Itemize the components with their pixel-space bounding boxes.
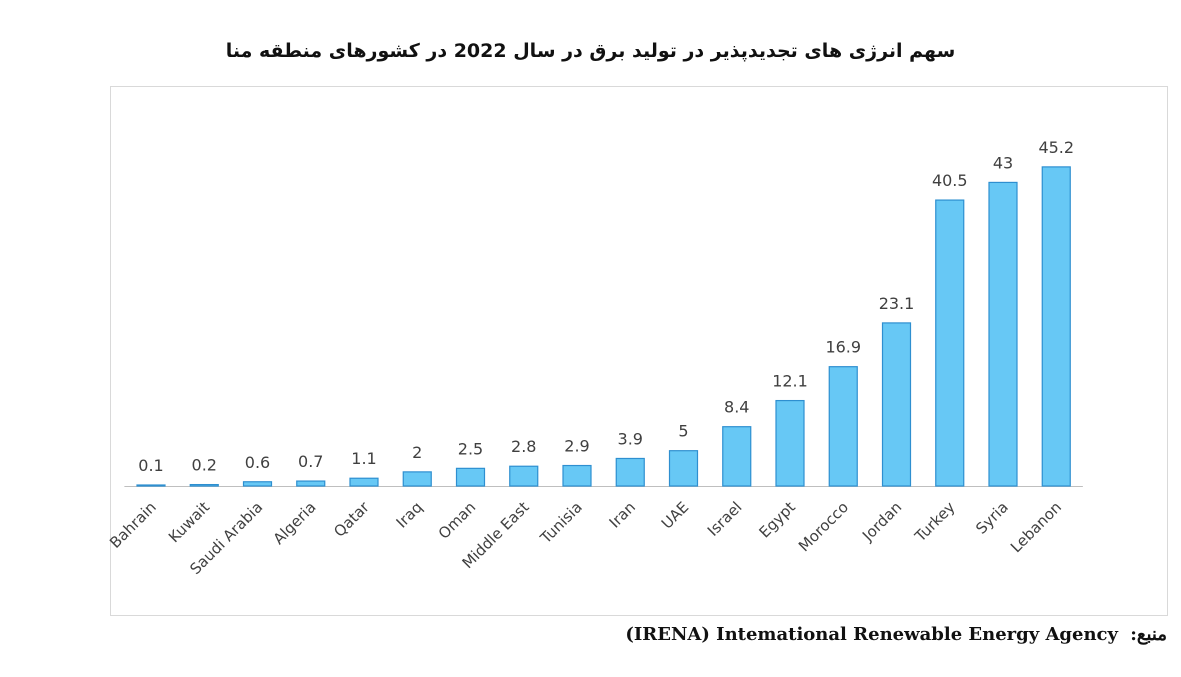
x-tick-label: Algeria	[270, 498, 320, 548]
bar-jordan	[883, 323, 911, 486]
bar-syria	[989, 182, 1017, 486]
data-label: 12.1	[772, 372, 808, 391]
bar-oman	[457, 468, 485, 486]
data-label: 5	[678, 422, 688, 441]
data-label: 0.2	[192, 456, 217, 475]
bar-lebanon	[1042, 167, 1070, 486]
bar-chart: 0.1Bahrain0.2Kuwait0.6Saudi Arabia0.7Alg…	[0, 0, 1181, 677]
bar-saudi-arabia	[244, 482, 272, 486]
data-label: 3.9	[618, 429, 643, 448]
bar-uae	[670, 451, 698, 486]
bar-israel	[723, 427, 751, 486]
bar-iran	[616, 458, 644, 486]
x-tick-label: Lebanon	[1007, 498, 1065, 556]
data-label: 2.9	[564, 437, 589, 456]
data-label: 0.7	[298, 452, 323, 471]
data-label: 8.4	[724, 398, 749, 417]
bar-kuwait	[190, 485, 218, 486]
x-tick-label: Kuwait	[165, 498, 213, 546]
bar-middle-east	[510, 466, 538, 486]
source-note: (IRENA) Intemational Renewable Energy Ag…	[625, 624, 1167, 645]
data-label: 2	[412, 443, 422, 462]
bar-algeria	[297, 481, 325, 486]
bar-turkey	[936, 200, 964, 486]
bar-qatar	[350, 478, 378, 486]
data-label: 45.2	[1038, 138, 1074, 157]
data-label: 43	[993, 153, 1013, 172]
bar-bahrain	[137, 485, 165, 486]
data-label: 0.6	[245, 453, 270, 472]
x-tick-label: Israel	[704, 498, 746, 540]
x-tick-label: Bahrain	[106, 498, 160, 552]
x-tick-label: Turkey	[911, 498, 959, 546]
data-label: 2.5	[458, 439, 483, 458]
data-label: 1.1	[351, 449, 376, 468]
bar-morocco	[829, 367, 857, 486]
x-tick-label: Qatar	[330, 498, 373, 541]
x-tick-label: Oman	[435, 498, 480, 543]
x-tick-label: Syria	[972, 498, 1012, 538]
data-label: 2.8	[511, 437, 536, 456]
bar-iraq	[403, 472, 431, 486]
x-tick-label: UAE	[658, 498, 692, 532]
x-tick-label: Tunisia	[536, 498, 586, 548]
x-tick-label: Egypt	[755, 498, 798, 541]
data-label: 16.9	[825, 338, 861, 357]
source-text: (IRENA) Intemational Renewable Energy Ag…	[625, 624, 1118, 645]
data-label: 0.1	[138, 456, 163, 475]
source-label: منبع:	[1130, 624, 1167, 645]
data-label: 40.5	[932, 171, 968, 190]
x-tick-label: Iraq	[393, 498, 426, 531]
bar-tunisia	[563, 466, 591, 486]
x-tick-label: Iran	[606, 498, 639, 531]
bar-egypt	[776, 401, 804, 486]
x-tick-label: Jordan	[858, 498, 905, 545]
x-tick-label: Morocco	[795, 498, 852, 555]
data-label: 23.1	[879, 294, 915, 313]
